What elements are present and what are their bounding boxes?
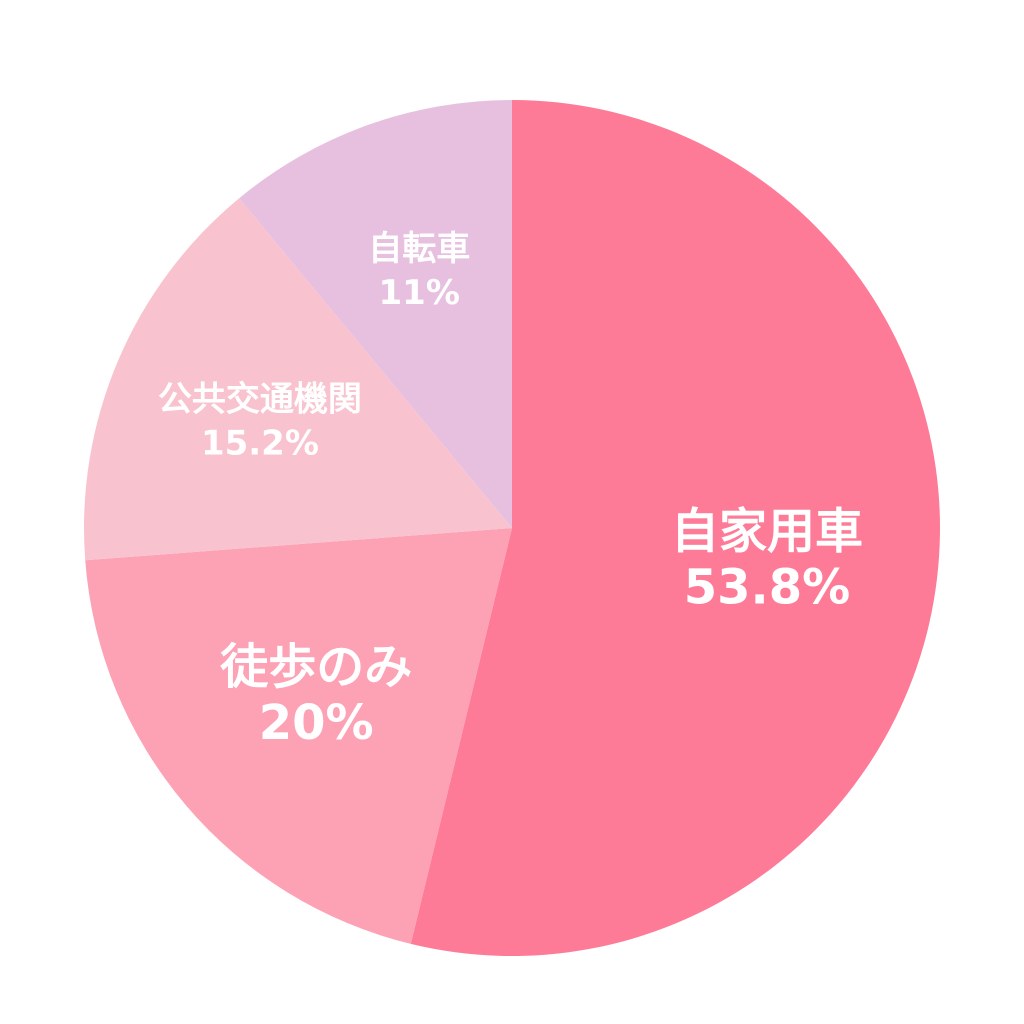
slices-layer: [84, 100, 941, 956]
pie-slice-2: [84, 198, 512, 561]
pie-slice-1: [85, 528, 512, 944]
slice-value-label-3: 11%: [379, 273, 460, 313]
slice-label-3: 自転車: [368, 229, 470, 269]
slice-label-1: 徒歩のみ: [219, 639, 412, 695]
pie-slice-3: [239, 100, 512, 528]
slice-label-0: 自家用車: [671, 503, 863, 559]
pie-slice-0: [410, 100, 941, 956]
slice-label-2: 公共交通機関: [158, 380, 362, 420]
slice-value-label-2: 15.2%: [201, 424, 319, 464]
slice-value-label-1: 20%: [259, 695, 374, 751]
slice-value-label-0: 53.8%: [684, 559, 851, 615]
